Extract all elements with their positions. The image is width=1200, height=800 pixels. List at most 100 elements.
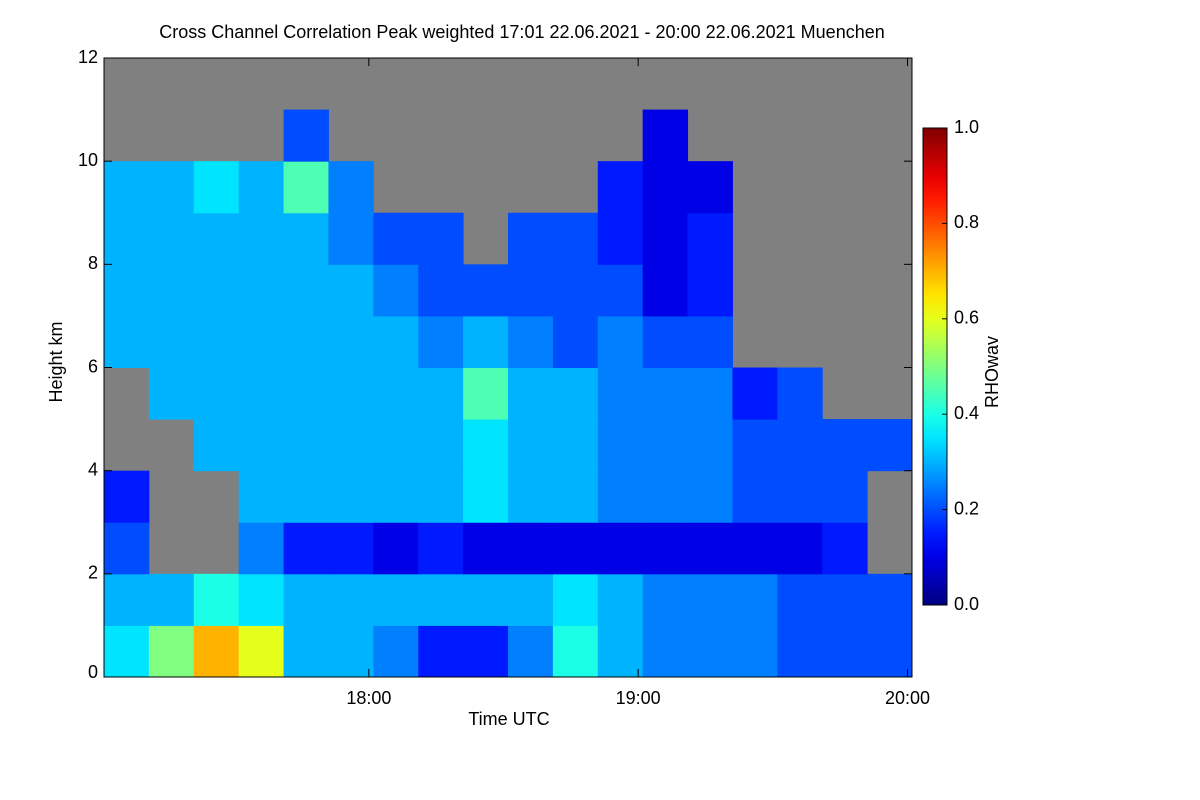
- heatmap-cell: [687, 212, 733, 265]
- heatmap-cell: [508, 315, 554, 368]
- heatmap-cell: [732, 419, 778, 472]
- heatmap-cell: [238, 264, 285, 317]
- heatmap-cell: [328, 625, 374, 678]
- heatmap-cell: [597, 264, 644, 317]
- y-tick-label: 8: [88, 253, 98, 273]
- colorbar: [922, 127, 948, 606]
- heatmap-cell: [597, 367, 644, 420]
- heatmap-cell: [193, 367, 240, 420]
- heatmap-cell: [463, 522, 509, 575]
- y-tick-label: 6: [88, 356, 98, 376]
- heatmap-cell: [597, 522, 644, 575]
- heatmap-cell: [238, 419, 285, 472]
- heatmap-cell: [552, 315, 599, 368]
- heatmap-cell: [283, 625, 329, 678]
- chart-title: Cross Channel Correlation Peak weighted …: [159, 22, 885, 42]
- heatmap-cell: [104, 470, 150, 523]
- heatmap-cell: [552, 212, 599, 265]
- heatmap-cell: [104, 522, 150, 575]
- heatmap-cell: [642, 419, 689, 472]
- heatmap-cell: [777, 573, 823, 626]
- heatmap-cell: [373, 470, 419, 523]
- heatmap-cell: [777, 625, 823, 678]
- heatmap-cell: [238, 367, 285, 420]
- heatmap-cell: [104, 212, 150, 265]
- x-tick-label: 20:00: [885, 688, 930, 708]
- heatmap-cell: [283, 367, 329, 420]
- colorbar-tick-label: 1.0: [954, 117, 979, 137]
- heatmap-cell: [687, 573, 733, 626]
- heatmap-cell: [148, 573, 195, 626]
- heatmap-cell: [463, 573, 509, 626]
- heatmap-cell: [597, 573, 644, 626]
- x-axis-label: Time UTC: [468, 709, 549, 729]
- heatmap-cell: [642, 625, 689, 678]
- heatmap-cell: [867, 419, 913, 472]
- heatmap-cell: [732, 367, 778, 420]
- heatmap-cell: [418, 573, 464, 626]
- heatmap-cell: [687, 522, 733, 575]
- heatmap-cell: [508, 573, 554, 626]
- heatmap-cell: [328, 264, 374, 317]
- heatmap-cell: [508, 522, 554, 575]
- heatmap-cell: [597, 315, 644, 368]
- colorbar-tick-label: 0.6: [954, 308, 979, 328]
- heatmap-cell: [238, 161, 285, 214]
- y-tick-label: 10: [78, 150, 98, 170]
- heatmap-cell: [597, 470, 644, 523]
- heatmap-cell: [148, 315, 195, 368]
- heatmap-cell: [463, 419, 509, 472]
- heatmap-cell: [104, 161, 150, 214]
- heatmap-cell: [283, 470, 329, 523]
- heatmap-cell: [373, 625, 419, 678]
- heatmap-cell: [508, 212, 554, 265]
- heatmap-cell: [508, 470, 554, 523]
- heatmap-cell: [463, 264, 509, 317]
- heatmap-cell: [104, 573, 150, 626]
- heatmap-cell: [597, 419, 644, 472]
- heatmap-cell: [418, 625, 464, 678]
- x-tick-label: 19:00: [616, 688, 661, 708]
- heatmap-cell: [687, 625, 733, 678]
- heatmap-cell: [283, 419, 329, 472]
- heatmap-cell: [552, 522, 599, 575]
- y-tick-label: 12: [78, 47, 98, 67]
- heatmap-cell: [463, 470, 509, 523]
- heatmap-cell: [328, 419, 374, 472]
- heatmap-cell: [193, 419, 240, 472]
- heatmap-cell: [642, 264, 689, 317]
- heatmap-cell: [732, 470, 778, 523]
- heatmap-cell: [822, 573, 868, 626]
- y-tick-label: 0: [88, 662, 98, 682]
- heatmap-cell: [328, 212, 374, 265]
- heatmap-cell: [373, 522, 419, 575]
- colorbar-tick-label: 0.4: [954, 403, 979, 423]
- heatmap-cell: [418, 419, 464, 472]
- heatmap-cell: [642, 315, 689, 368]
- heatmap-cell: [777, 522, 823, 575]
- heatmap-cell: [418, 212, 464, 265]
- heatmap-cell: [687, 315, 733, 368]
- heatmap-cell: [597, 212, 644, 265]
- heatmap-cell: [238, 212, 285, 265]
- heatmap-cell: [418, 470, 464, 523]
- heatmap-cell: [777, 419, 823, 472]
- heatmap-cell: [642, 161, 689, 214]
- heatmap-cell: [373, 212, 419, 265]
- heatmap-cell: [508, 264, 554, 317]
- heatmap-cell: [418, 315, 464, 368]
- heatmap-cell: [508, 419, 554, 472]
- heatmap-cell: [193, 161, 240, 214]
- heatmap-cell: [283, 573, 329, 626]
- heatmap-cell: [822, 522, 868, 575]
- heatmap-cell: [642, 367, 689, 420]
- heatmap-cell: [193, 264, 240, 317]
- heatmap-cell: [687, 367, 733, 420]
- heatmap-cell: [238, 573, 285, 626]
- heatmap-cell: [328, 470, 374, 523]
- heatmap-cell: [104, 625, 150, 678]
- heatmap-cell: [777, 470, 823, 523]
- colorbar-tick-label: 0.0: [954, 594, 979, 614]
- heatmap-cell: [373, 264, 419, 317]
